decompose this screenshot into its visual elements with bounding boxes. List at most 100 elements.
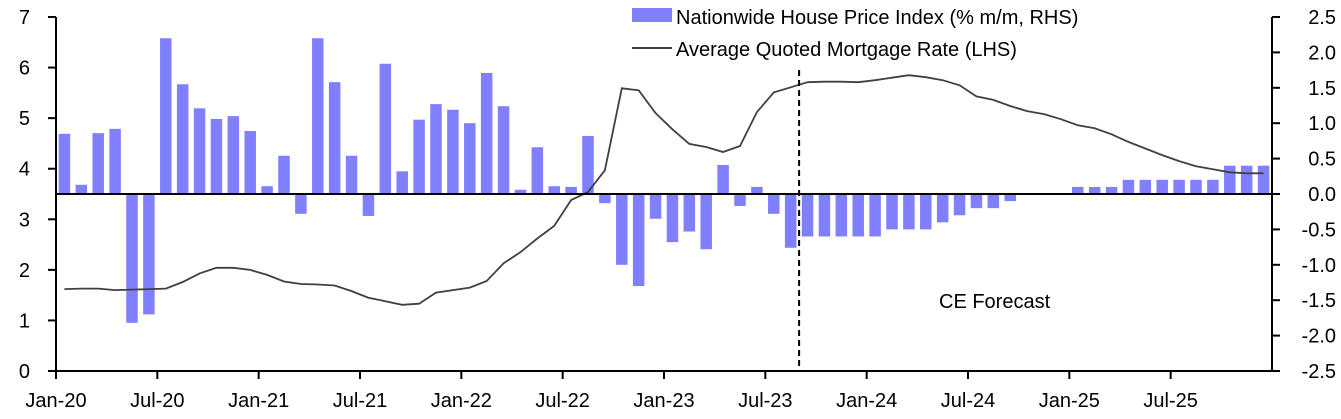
bar-Apr-22 xyxy=(514,189,527,194)
bar-Jul-20 xyxy=(160,38,172,194)
bar-Nov-23 xyxy=(835,194,848,237)
left-tick-label: 2 xyxy=(19,260,30,282)
bar-Sep-23 xyxy=(801,194,814,237)
x-tick-label: Jul-20 xyxy=(130,390,184,412)
bar-Jun-25 xyxy=(1156,179,1168,194)
bar-Dec-23 xyxy=(852,194,864,237)
bar-Jan-23 xyxy=(666,194,679,243)
bar-Mar-23 xyxy=(700,194,712,250)
bar-Feb-20 xyxy=(75,184,88,194)
bar-Jun-23 xyxy=(751,186,763,194)
bar-Mar-20 xyxy=(92,133,104,194)
bar-May-24 xyxy=(936,194,949,223)
bar-Feb-24 xyxy=(886,194,898,230)
bar-May-25 xyxy=(1139,179,1152,194)
bar-Feb-23 xyxy=(683,194,696,232)
bar-Dec-21 xyxy=(447,109,459,194)
bar-May-20 xyxy=(126,194,138,323)
line-series xyxy=(64,74,1264,306)
right-tick-label: -0.5 xyxy=(1302,219,1336,241)
right-tick-label: -1.0 xyxy=(1302,255,1336,277)
left-tick-label: 0 xyxy=(19,361,30,383)
bar-Jan-20 xyxy=(58,133,71,194)
bar-Aug-20 xyxy=(176,84,189,194)
bar-Jun-24 xyxy=(953,194,966,216)
bar-Oct-20 xyxy=(210,118,223,194)
bar-Dec-25 xyxy=(1257,165,1270,194)
x-tick-label: Jan-20 xyxy=(25,390,86,412)
bar-Nov-20 xyxy=(227,116,240,194)
bar-Sep-21 xyxy=(396,171,408,194)
bar-May-23 xyxy=(734,194,746,207)
bar-Dec-20 xyxy=(244,130,256,194)
right-tick-label: 2.0 xyxy=(1308,42,1336,64)
bar-Jun-20 xyxy=(143,194,155,315)
bar-Aug-23 xyxy=(784,194,797,248)
legend-label-bar: Nationwide House Price Index (% m/m, RHS… xyxy=(676,7,1078,29)
bar-Mar-22 xyxy=(497,106,510,194)
bar-Oct-25 xyxy=(1224,165,1236,194)
right-tick-label: 0.5 xyxy=(1308,149,1336,171)
x-tick-label: Jan-23 xyxy=(633,390,694,412)
x-tick-label: Jan-22 xyxy=(431,390,492,412)
bar-Nov-21 xyxy=(430,104,442,194)
axes: 0 1 2 3 4 5 6 7 -2.5 -2.0 -1.5 -1.0 -0.5 0.0 0.5 1.0 1.5… xyxy=(19,7,1336,412)
bar-Jul-21 xyxy=(362,194,375,216)
right-tick-label: 2.5 xyxy=(1308,7,1336,29)
bar-Jul-23 xyxy=(768,194,780,214)
x-tick-label: Jul-23 xyxy=(738,390,792,412)
bar-Jan-21 xyxy=(261,186,273,194)
forecast-annotation: CE Forecast xyxy=(939,291,1051,313)
right-tick-label: 1.0 xyxy=(1308,113,1336,135)
right-tick-label: 0.0 xyxy=(1308,184,1336,206)
left-tick-label: 7 xyxy=(19,7,30,29)
x-tick-label: Jan-24 xyxy=(836,390,897,412)
bar-Feb-22 xyxy=(480,72,493,194)
bar-Sep-22 xyxy=(599,194,611,204)
bar-Oct-22 xyxy=(616,194,628,265)
left-tick-label: 5 xyxy=(19,108,30,130)
bar-Jan-24 xyxy=(869,194,881,237)
bar-series xyxy=(58,38,1270,323)
legend-label-line: Average Quoted Mortgage Rate (LHS) xyxy=(676,39,1017,61)
bar-Oct-23 xyxy=(818,194,831,237)
right-tick-label: -1.5 xyxy=(1302,290,1336,312)
bar-Dec-22 xyxy=(649,194,662,219)
legend-swatch-bar xyxy=(632,8,672,22)
bar-Sep-25 xyxy=(1207,179,1219,194)
left-tick-label: 3 xyxy=(19,209,30,231)
bar-Mar-25 xyxy=(1105,186,1118,194)
left-tick-label: 6 xyxy=(19,58,30,80)
x-tick-label: Jan-25 xyxy=(1039,390,1100,412)
bar-Aug-24 xyxy=(987,194,1000,209)
bar-Jun-21 xyxy=(345,155,358,194)
bar-Mar-21 xyxy=(295,194,307,214)
bar-Apr-24 xyxy=(920,194,932,230)
x-tick-label: Jul-24 xyxy=(941,390,995,412)
right-tick-label: -2.0 xyxy=(1302,326,1336,348)
bar-Oct-21 xyxy=(413,119,425,194)
right-tick-label: 1.5 xyxy=(1308,78,1336,100)
bar-Jul-24 xyxy=(970,194,983,209)
bar-Jul-25 xyxy=(1173,179,1185,194)
x-tick-label: Jul-22 xyxy=(535,390,589,412)
bar-Aug-21 xyxy=(379,63,392,195)
x-tick-label: Jul-21 xyxy=(333,390,387,412)
bar-Nov-22 xyxy=(632,194,645,287)
bar-May-21 xyxy=(328,82,341,194)
bar-Apr-23 xyxy=(717,164,729,194)
left-tick-label: 4 xyxy=(19,159,30,181)
bar-Aug-25 xyxy=(1190,179,1202,194)
x-tick-label: Jul-25 xyxy=(1143,390,1197,412)
right-tick-label: -2.5 xyxy=(1302,361,1336,383)
bar-Jun-22 xyxy=(548,186,560,194)
bar-Aug-22 xyxy=(582,135,594,194)
bar-Sep-24 xyxy=(1004,194,1016,202)
bar-Jan-22 xyxy=(464,123,476,194)
bar-May-22 xyxy=(531,147,544,194)
bar-Nov-25 xyxy=(1240,165,1253,194)
bar-Feb-21 xyxy=(278,155,290,194)
bar-Sep-20 xyxy=(193,108,206,194)
bar-Jan-25 xyxy=(1072,186,1084,194)
